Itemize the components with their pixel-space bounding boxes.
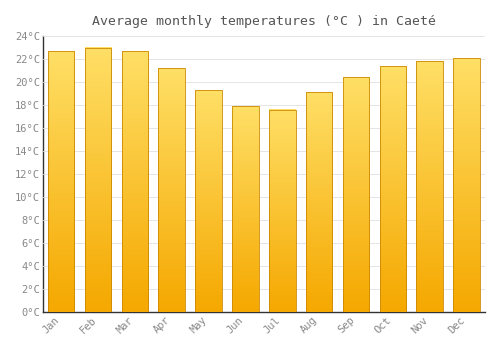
Bar: [48, 51, 74, 312]
Bar: [122, 51, 148, 312]
Bar: [196, 90, 222, 312]
Bar: [232, 106, 258, 312]
Bar: [306, 92, 332, 312]
Bar: [454, 58, 480, 312]
Bar: [85, 48, 112, 312]
Bar: [343, 77, 369, 312]
Bar: [269, 110, 295, 312]
Bar: [158, 68, 185, 312]
Bar: [380, 66, 406, 312]
Bar: [416, 61, 443, 312]
Title: Average monthly temperatures (°C ) in Caeté: Average monthly temperatures (°C ) in Ca…: [92, 15, 436, 28]
